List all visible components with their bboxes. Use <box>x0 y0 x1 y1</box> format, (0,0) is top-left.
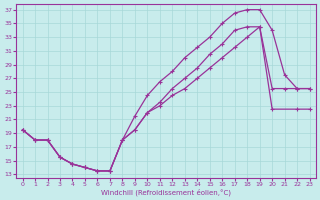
X-axis label: Windchill (Refroidissement éolien,°C): Windchill (Refroidissement éolien,°C) <box>101 188 231 196</box>
